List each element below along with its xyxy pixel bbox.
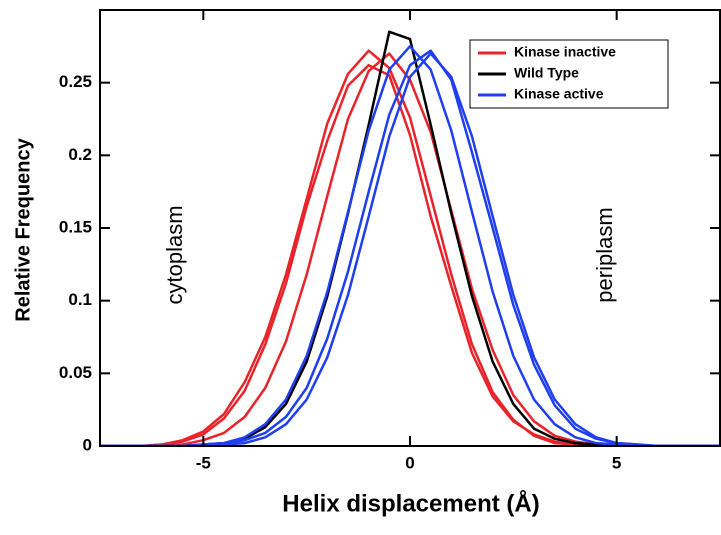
y-tick-label: 0.2 bbox=[68, 145, 92, 164]
legend-label: Kinase active bbox=[514, 86, 604, 102]
y-tick-label: 0.25 bbox=[59, 72, 92, 91]
legend-label: Wild Type bbox=[514, 65, 579, 81]
annotation: cytoplasm bbox=[162, 205, 187, 304]
y-axis-label: Relative Frequency bbox=[12, 137, 34, 321]
y-tick-label: 0.05 bbox=[59, 363, 92, 382]
annotation: periplasm bbox=[592, 207, 617, 302]
y-tick-label: 0 bbox=[83, 435, 92, 454]
series-line bbox=[100, 49, 720, 446]
x-tick-label: -5 bbox=[196, 453, 211, 472]
series-line bbox=[100, 52, 720, 446]
y-tick-label: 0.15 bbox=[59, 217, 92, 236]
x-axis-label: Helix displacement (Å) bbox=[282, 489, 539, 517]
y-tick-label: 0.1 bbox=[68, 290, 92, 309]
series-line bbox=[100, 63, 720, 446]
series-line bbox=[100, 52, 720, 446]
x-tick-label: 0 bbox=[405, 453, 414, 472]
legend-label: Kinase inactive bbox=[514, 44, 616, 60]
x-tick-label: 5 bbox=[612, 453, 621, 472]
series-line bbox=[100, 49, 720, 446]
